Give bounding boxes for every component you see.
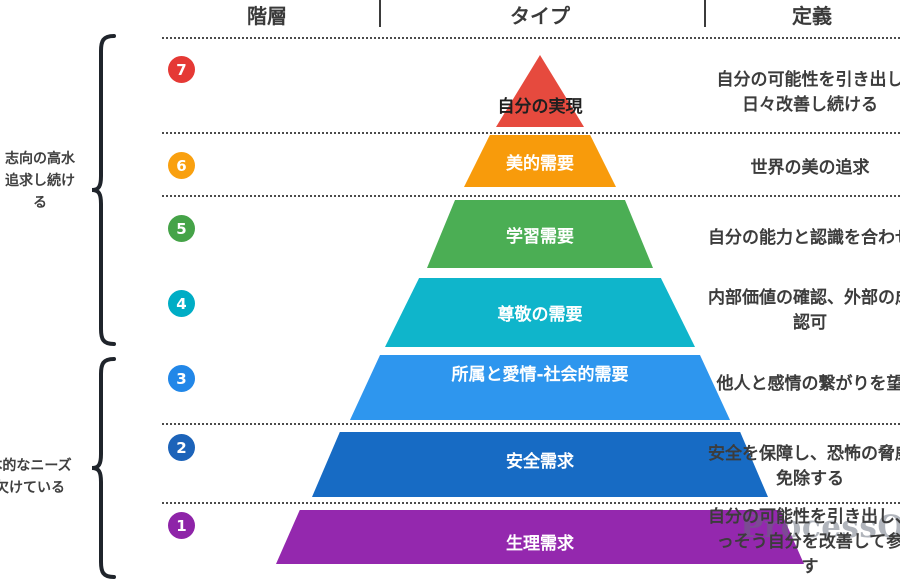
level-7-badge: 7 [168, 56, 195, 83]
level-6-badge: 6 [168, 152, 195, 179]
level-1-type-label: 生理需求 [506, 534, 574, 554]
definition-line: 自分の可能性を引き出し [716, 70, 900, 90]
dotted-separator-3-2 [162, 423, 900, 425]
deficiency-group-line: 本的なニーズ [0, 458, 72, 474]
deficiency-group-line: 欠けている [0, 480, 65, 496]
growth-group-line: 追求し続け [5, 173, 75, 189]
level-1-definition: 自分の可能性を引き出し、 っそう自分を改善して参 す [670, 505, 900, 580]
pyramid-level-3 [350, 355, 730, 420]
pyramid-level-2 [312, 432, 768, 497]
dotted-separator-2-1 [162, 502, 900, 504]
badge-number: 6 [176, 156, 187, 175]
definition-line: 安全を保障し、恐怖の脅威 [708, 444, 900, 464]
badge-number: 7 [176, 60, 187, 79]
level-7-definition: 自分の可能性を引き出し 日々改善し続ける [670, 68, 900, 118]
definition-line: 免除する [776, 469, 844, 489]
level-5-definition: 自分の能力と認識を合わせ [670, 226, 900, 251]
column-header-hierarchy: 階層 [247, 4, 287, 28]
level-4-type-label: 尊敬の需要 [497, 305, 583, 325]
definition-line: す [801, 557, 819, 577]
badge-number: 4 [176, 294, 187, 313]
level-1-badge: 1 [168, 512, 195, 539]
level-7-type-label: 自分の実現 [497, 97, 583, 117]
column-header-type: タイプ [510, 4, 570, 28]
level-6-definition: 世界の美の追求 [670, 156, 900, 181]
level-6-type-label: 美的需要 [506, 154, 574, 174]
level-3-badge: 3 [168, 365, 195, 392]
definition-line: 他人と感情の繋がりを望 [716, 374, 900, 394]
level-5-type-label: 学習需要 [506, 227, 574, 247]
level-4-badge: 4 [168, 290, 195, 317]
badge-number: 5 [176, 219, 187, 238]
definition-line: 認可 [793, 313, 827, 333]
deficiency-group-label: 本的なニーズ 欠けている [0, 455, 95, 499]
badge-number: 3 [176, 369, 187, 388]
badge-number: 2 [176, 438, 187, 457]
definition-line: 内部価値の確認、外部の成 [708, 288, 900, 308]
definition-line: 日々改善し続ける [742, 95, 878, 115]
definition-line: 自分の能力と認識を合わせ [708, 228, 900, 248]
level-2-definition: 安全を保障し、恐怖の脅威 免除する [670, 442, 900, 492]
definition-line: っそう自分を改善して参 [716, 532, 900, 552]
growth-needs-brace [91, 34, 116, 346]
header-divider-2 [704, 0, 706, 27]
header-divider-1 [379, 0, 381, 27]
growth-group-line: 志向の高水 [5, 151, 75, 167]
column-header-definition: 定義 [792, 4, 832, 28]
dotted-separator-7-6 [162, 132, 900, 134]
growth-group-line: る [33, 195, 47, 211]
pyramid-level-5 [427, 200, 653, 268]
pyramid-level-1 [276, 510, 804, 564]
level-2-badge: 2 [168, 434, 195, 461]
definition-line: 世界の美の追求 [750, 158, 870, 178]
pyramid-level-4 [385, 278, 695, 347]
processon-watermark: ProcessOn [740, 509, 900, 545]
dotted-separator-6-5 [162, 195, 900, 197]
growth-group-label: 志向の高水 追求し続け る [0, 148, 110, 214]
level-3-type-label: 所属と愛情-社会的需要 [451, 365, 629, 385]
dotted-separator-header [162, 37, 900, 39]
level-2-type-label: 安全需求 [506, 452, 574, 472]
level-3-definition: 他人と感情の繋がりを望 [670, 372, 900, 397]
level-4-definition: 内部価値の確認、外部の成 認可 [670, 286, 900, 336]
pyramid-level-6 [464, 135, 616, 187]
badge-number: 1 [176, 516, 187, 535]
definition-line: 自分の可能性を引き出し、 [708, 507, 900, 527]
level-5-badge: 5 [168, 215, 195, 242]
